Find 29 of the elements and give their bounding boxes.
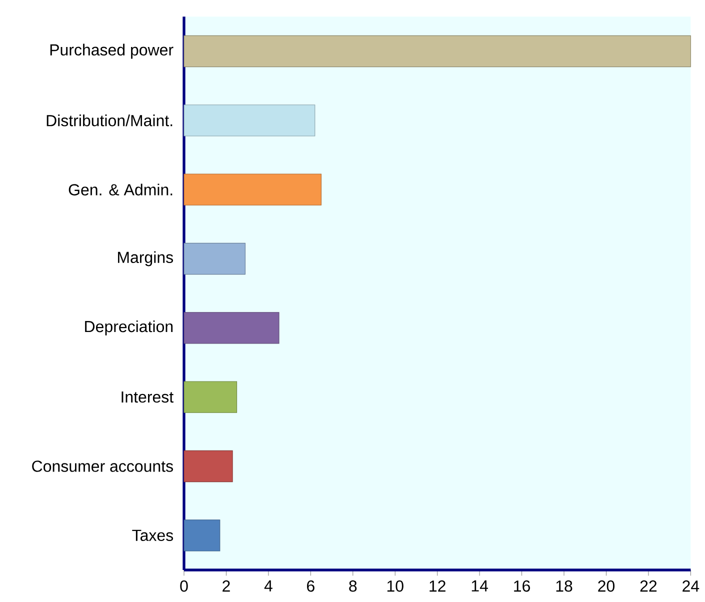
x-tick-label: 16 [514, 580, 530, 592]
x-tick-label: 2 [222, 580, 230, 592]
x-tick-label: 0 [180, 580, 188, 592]
x-tick-label: 14 [472, 580, 488, 592]
bar [184, 174, 322, 206]
y-tick-label: Margins [118, 251, 174, 266]
bar [184, 381, 238, 413]
bar [184, 35, 691, 68]
x-tick-label: 8 [349, 580, 357, 592]
x-tick-label: 6 [307, 580, 314, 592]
x-tick-label: 24 [682, 580, 700, 592]
bar [184, 450, 233, 482]
x-tick-label: 22 [640, 580, 657, 592]
y-tick-label: Depreciation [85, 320, 173, 336]
x-tick-label: 20 [598, 580, 615, 592]
y-tick-label: Interest [122, 392, 174, 403]
x-tick-label: 4 [264, 580, 272, 592]
x-tick-label: 12 [430, 580, 446, 592]
bar [184, 520, 220, 552]
y-tick-label: Consumer accounts [32, 460, 173, 472]
bar [184, 242, 246, 275]
bar [184, 312, 280, 344]
x-tick-label: 18 [556, 580, 572, 592]
bar [184, 104, 316, 136]
y-tick-label: Distribution/Maint. [46, 114, 172, 126]
y-tick-label: Gen. & Admin. [68, 184, 172, 196]
y-tick-label: Taxes [132, 530, 174, 541]
x-tick-label: 10 [387, 580, 404, 592]
y-tick-label: Purchased power [50, 44, 174, 59]
